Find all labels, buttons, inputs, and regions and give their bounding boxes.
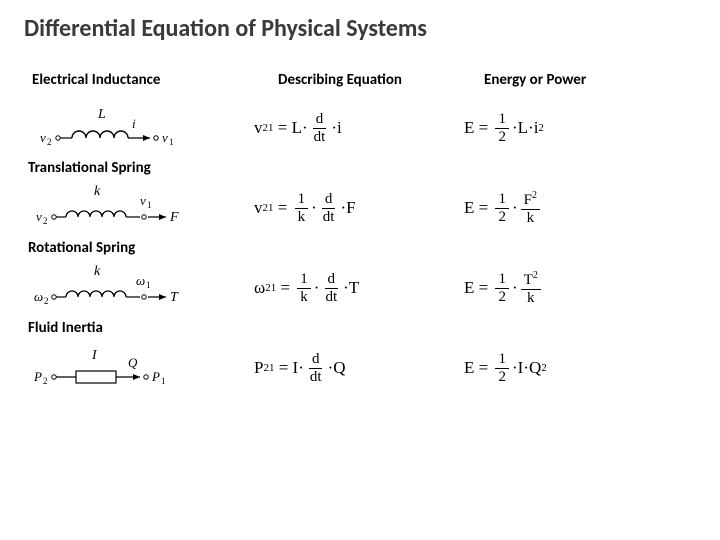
- svg-text:P: P: [33, 369, 42, 384]
- equation-fluid: P21 = I· ddt ·Q: [254, 337, 464, 399]
- svg-text:T: T: [170, 290, 179, 305]
- page-title: Differential Equation of Physical System…: [24, 14, 720, 43]
- energy-rotational: E = 12 · T2k: [464, 257, 694, 319]
- svg-text:k: k: [94, 184, 101, 199]
- content-grid: Electrical Inductance Describing Equatio…: [24, 71, 720, 399]
- svg-text:1: 1: [146, 280, 151, 290]
- svg-text:v: v: [36, 209, 42, 224]
- equation-rotational: ω21 = 1k · ddt ·T: [254, 257, 464, 319]
- svg-text:I: I: [91, 348, 98, 363]
- svg-text:2: 2: [44, 296, 49, 306]
- diagram-fluid-inertia: P 2 P 1 I Q: [32, 337, 254, 399]
- svg-text:2: 2: [43, 216, 48, 226]
- col-header-system: Electrical Inductance: [32, 71, 254, 89]
- svg-text:2: 2: [47, 137, 52, 147]
- svg-text:v: v: [40, 130, 46, 145]
- svg-text:ω: ω: [34, 289, 43, 304]
- energy-translational: E = 12 · F2k: [464, 177, 694, 239]
- svg-text:1: 1: [169, 137, 174, 147]
- svg-text:v: v: [162, 130, 168, 145]
- svg-text:1: 1: [161, 376, 166, 386]
- row-label-rotational: Rotational Spring: [28, 239, 694, 257]
- col-header-energy: Energy or Power: [484, 71, 694, 89]
- svg-text:L: L: [97, 107, 106, 122]
- row-label-fluid: Fluid Inertia: [28, 319, 694, 337]
- svg-text:ω: ω: [136, 273, 145, 288]
- diagram-inductor: v 2 v 1 L i: [32, 97, 254, 159]
- svg-text:v: v: [140, 193, 146, 208]
- energy-inductor: E = 12 ·L·i2: [464, 97, 694, 159]
- svg-text:i: i: [132, 116, 136, 131]
- diagram-rotational-spring: ω 2 T k ω 1: [32, 257, 254, 319]
- svg-text:P: P: [151, 369, 160, 384]
- svg-text:Q: Q: [128, 355, 138, 370]
- svg-text:1: 1: [147, 200, 152, 210]
- svg-text:2: 2: [43, 376, 48, 386]
- energy-fluid: E = 12 ·I·Q2: [464, 337, 694, 399]
- col-header-equation: Describing Equation: [278, 71, 464, 89]
- svg-text:F: F: [169, 210, 179, 225]
- diagram-translational-spring: v 2 F k v 1: [32, 177, 254, 239]
- equation-inductor: v21 = L· ddt ·i: [254, 97, 464, 159]
- svg-text:k: k: [94, 264, 101, 279]
- row-label-translational: Translational Spring: [28, 159, 694, 177]
- equation-translational: v21 = 1k · ddt ·F: [254, 177, 464, 239]
